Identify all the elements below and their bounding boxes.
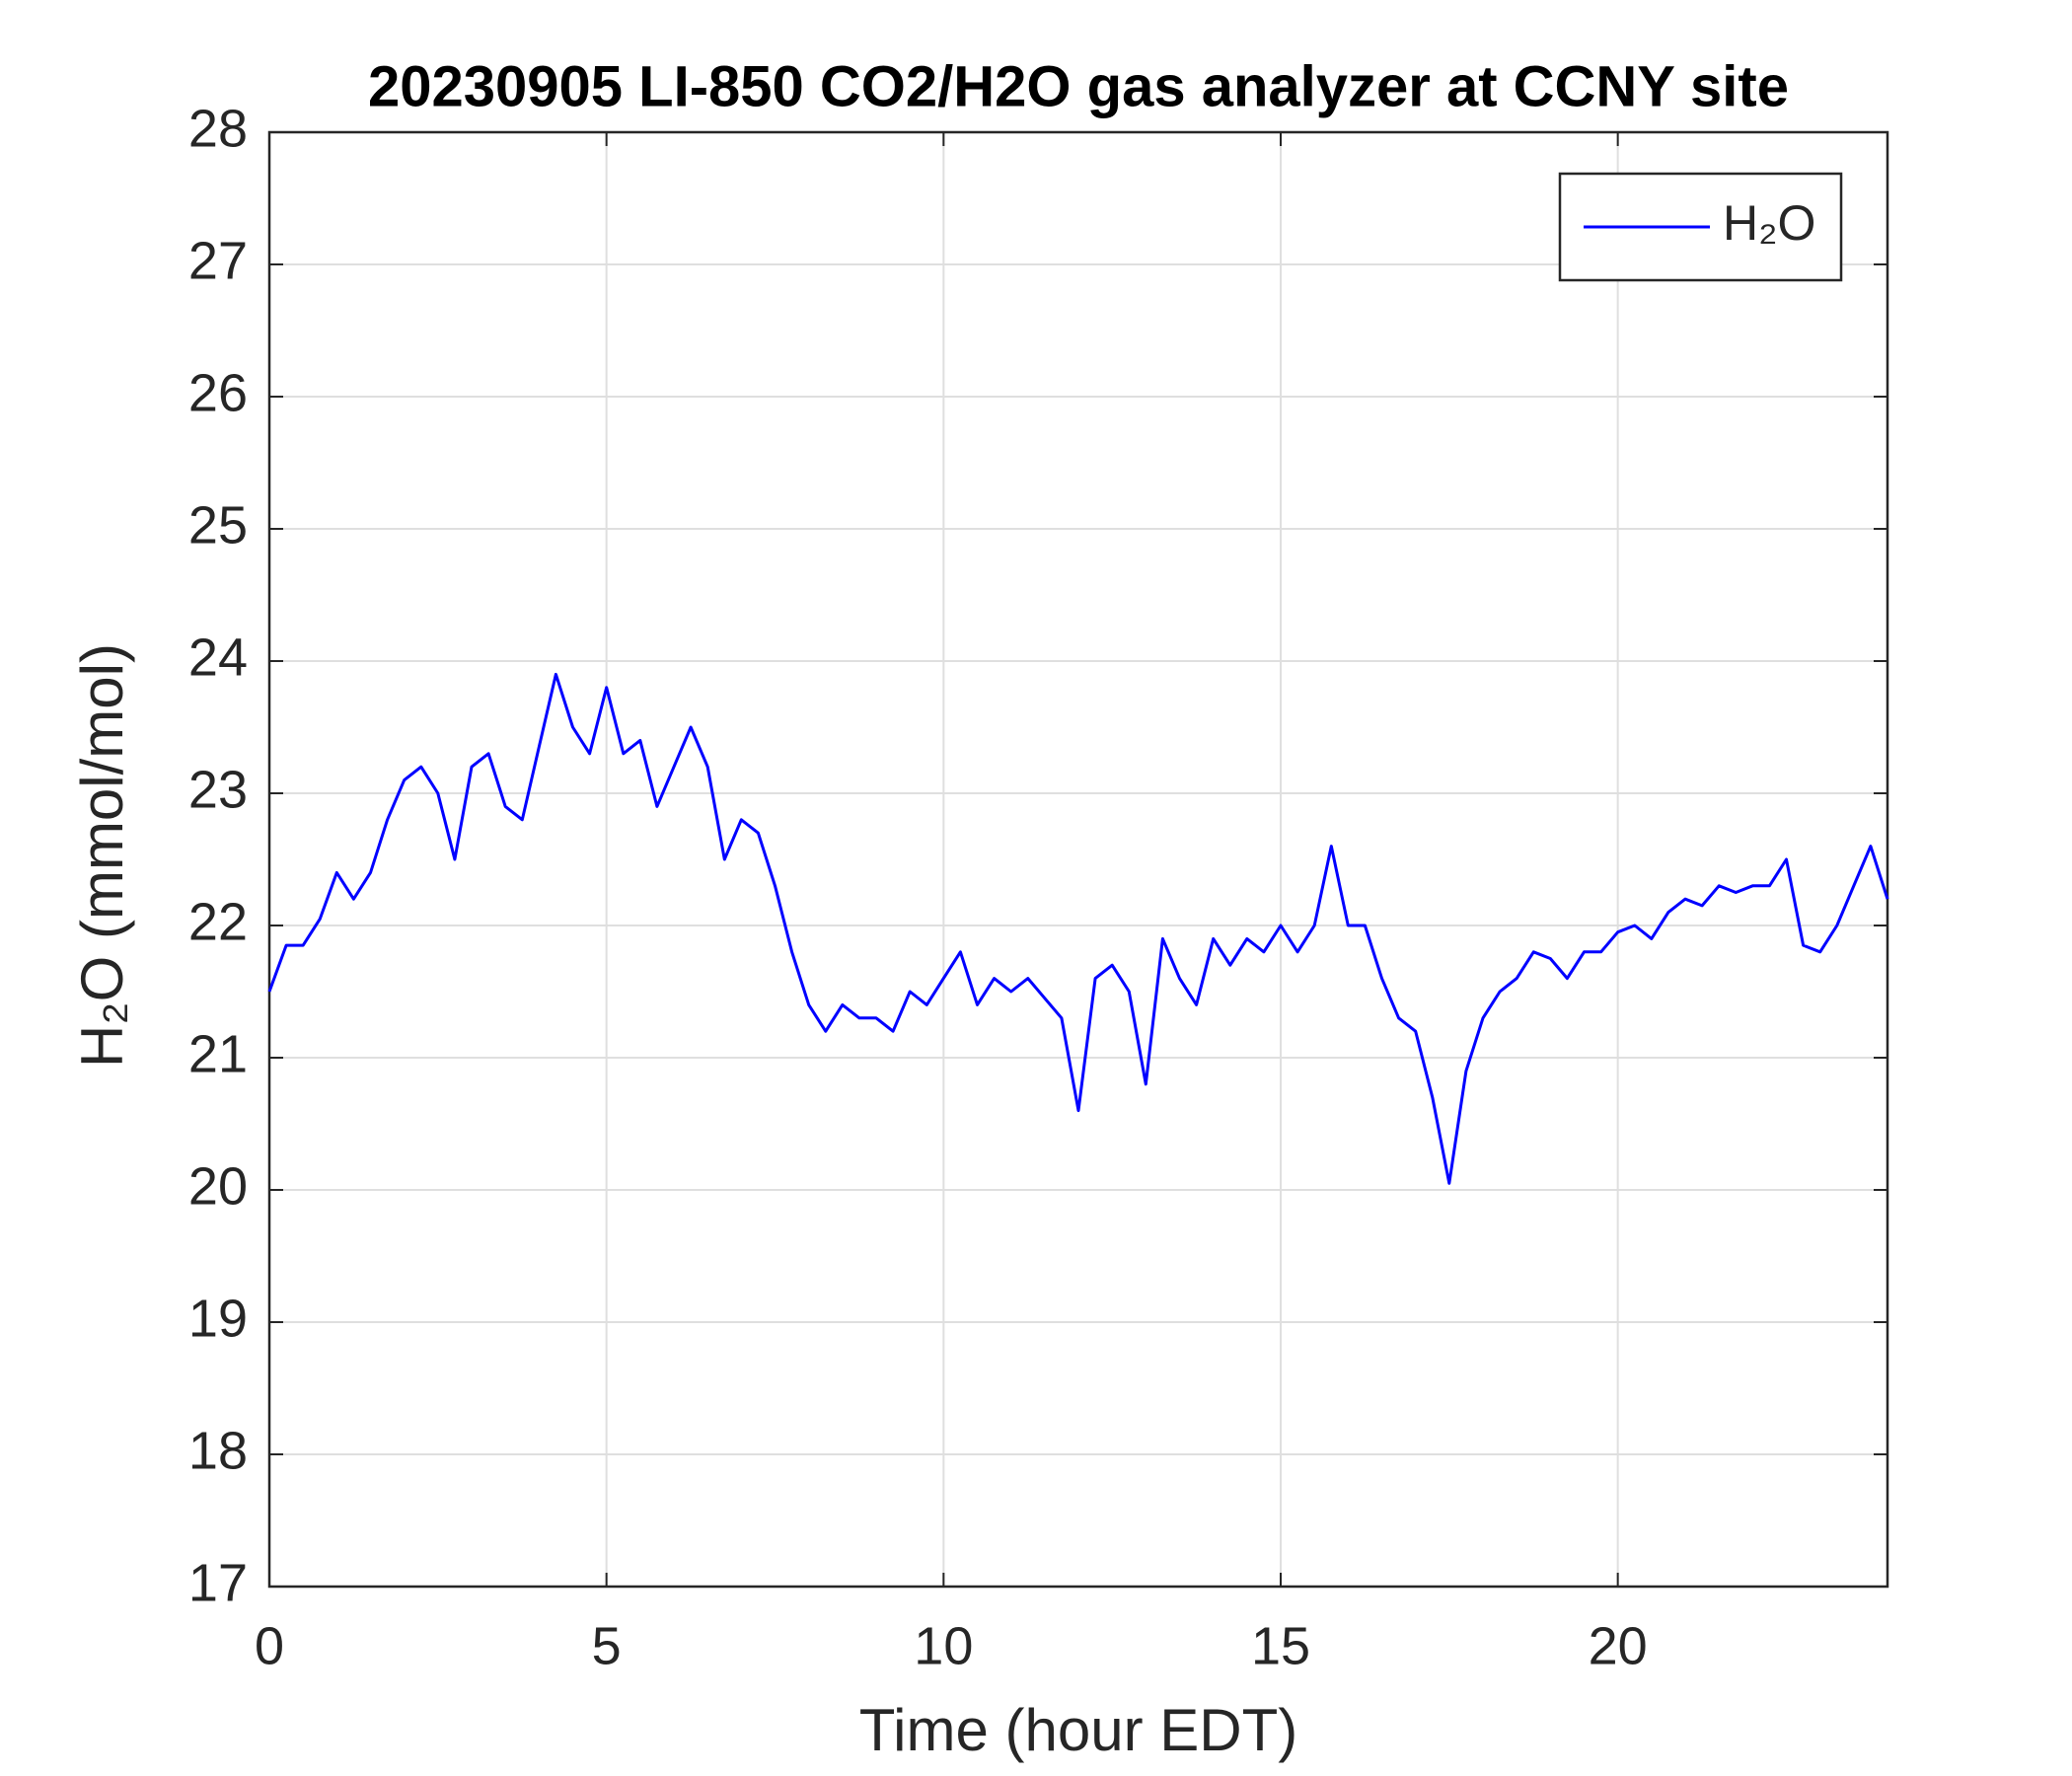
y-tick-label: 25 bbox=[188, 495, 248, 555]
y-tick-label: 20 bbox=[188, 1156, 248, 1216]
x-tick-label: 20 bbox=[1589, 1616, 1648, 1675]
x-tick-label: 5 bbox=[592, 1616, 622, 1675]
plot-frame bbox=[267, 130, 1889, 1589]
y-tick-label: 19 bbox=[188, 1289, 248, 1348]
y-axis-label: H₂O (mmol/mol) bbox=[69, 643, 135, 1068]
x-tick-label: 0 bbox=[255, 1616, 284, 1675]
y-tick-label: 28 bbox=[188, 99, 248, 158]
y-tick-label: 17 bbox=[188, 1553, 248, 1612]
chart-title: 20230905 LI-850 CO2/H2O gas analyzer at … bbox=[368, 54, 1789, 118]
x-tick-label: 10 bbox=[914, 1616, 973, 1675]
x-tick-label: 15 bbox=[1251, 1616, 1310, 1675]
y-tick-label: 18 bbox=[188, 1421, 248, 1480]
y-tick-label: 21 bbox=[188, 1024, 248, 1083]
y-tick-label: 26 bbox=[188, 363, 248, 422]
legend-label: H₂O bbox=[1723, 195, 1815, 251]
x-axis-label: Time (hour EDT) bbox=[859, 1697, 1298, 1763]
y-tick-label: 23 bbox=[188, 760, 248, 819]
y-tick-label: 27 bbox=[188, 231, 248, 290]
data-line bbox=[267, 672, 1889, 1185]
y-tick-label: 24 bbox=[188, 628, 248, 687]
y-tick-label: 22 bbox=[188, 892, 248, 951]
